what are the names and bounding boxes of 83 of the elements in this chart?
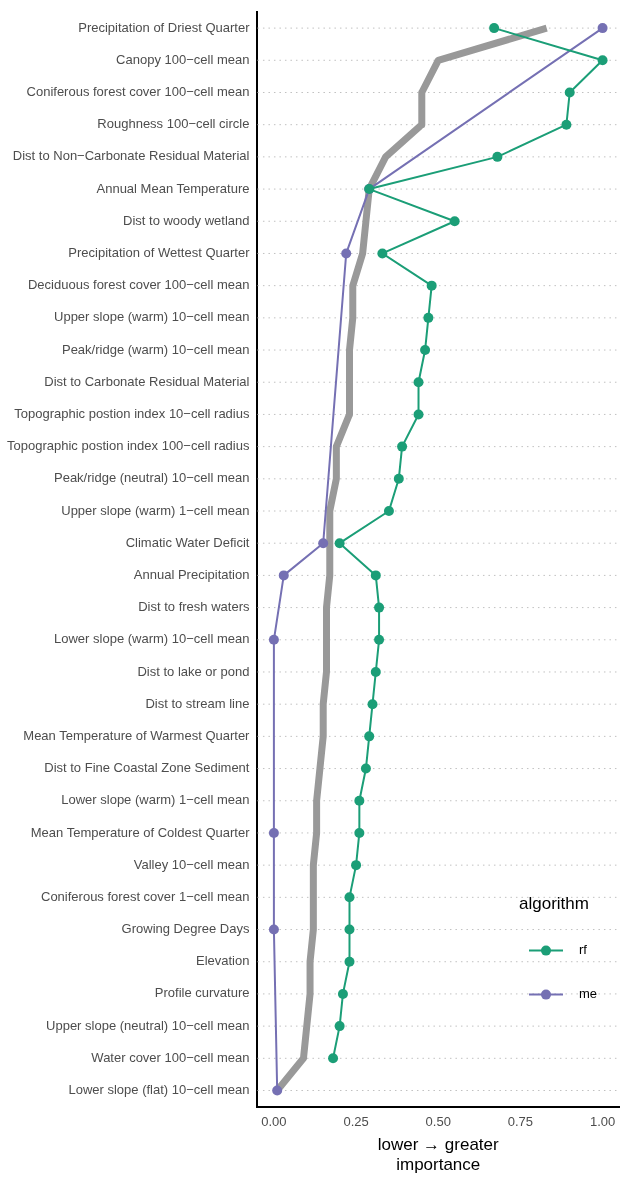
y-tick-label: Climatic Water Deficit	[125, 534, 250, 550]
point	[278, 570, 289, 581]
y-tick-label: Lower slope (warm) 10−cell mean	[54, 631, 250, 647]
point	[393, 473, 404, 484]
y-tick-label: Canopy 100−cell mean	[116, 51, 250, 67]
point	[597, 23, 608, 34]
y-tick-label: Topographic postion index 10−cell radius	[14, 406, 250, 421]
point	[423, 312, 434, 323]
legend-title: algorithm	[519, 894, 589, 914]
point	[370, 570, 381, 581]
y-tick-label: Dist to woody wetland	[123, 212, 250, 228]
point	[344, 956, 355, 967]
point	[334, 1021, 345, 1032]
y-tick-label: Roughness 100−cell circle	[97, 116, 250, 132]
x-tick-label: 0.00	[261, 1113, 287, 1129]
y-tick-label: Precipitation of Driest Quarter	[78, 19, 251, 35]
y-tick-label: Upper slope (warm) 10−cell mean	[54, 309, 250, 325]
point	[318, 538, 329, 549]
point	[360, 763, 371, 774]
point	[489, 23, 500, 34]
y-tick-label: Coniferous forest cover 1−cell mean	[41, 888, 250, 904]
point	[268, 924, 279, 935]
y-tick-label: Lower slope (warm) 1−cell mean	[61, 792, 250, 808]
y-tick-label: Lower slope (flat) 10−cell mean	[68, 1082, 250, 1098]
point	[344, 924, 355, 935]
y-tick-label: Deciduous forest cover 100−cell mean	[27, 277, 250, 293]
y-tick-label: Dist to Fine Coastal Zone Sediment	[44, 760, 250, 776]
point	[354, 827, 365, 838]
y-tick-label: Peak/ridge (warm) 10−cell mean	[61, 341, 250, 357]
y-tick-label: Dist to stream line	[145, 695, 250, 711]
point	[367, 699, 378, 710]
point	[370, 666, 381, 677]
point	[272, 1085, 283, 1096]
y-tick-label: Annual Precipitation	[133, 566, 250, 582]
y-tick-label: Upper slope (warm) 1−cell mean	[61, 502, 250, 518]
y-tick-label: Dist to lake or pond	[137, 663, 250, 679]
point	[268, 634, 279, 645]
y-tick-label: Valley 10−cell mean	[133, 856, 250, 872]
y-tick-label: Peak/ridge (neutral) 10−cell mean	[53, 470, 250, 486]
point	[374, 634, 385, 645]
point	[374, 602, 385, 613]
y-tick-label: Topographic postion index 100−cell radius	[7, 438, 250, 454]
point	[413, 409, 424, 420]
y-tick-label: Growing Degree Days	[121, 921, 250, 937]
y-tick-label: Precipitation of Wettest Quarter	[68, 245, 251, 261]
point	[328, 1053, 339, 1064]
point	[334, 538, 345, 549]
y-tick-label: Coniferous forest cover 100−cell mean	[26, 84, 250, 100]
y-tick-label: Elevation	[195, 953, 250, 969]
y-tick-label: Mean Temperature of Warmest Quarter	[23, 727, 251, 743]
x-tick-label: 0.75	[507, 1113, 534, 1129]
x-axis-title: lower → greater importance	[377, 1135, 500, 1175]
x-tick-label: 0.25	[343, 1113, 369, 1129]
point	[341, 248, 352, 259]
point	[344, 892, 355, 903]
legend-label: rf	[579, 942, 588, 958]
y-tick-label: Dist to fresh waters	[138, 599, 250, 615]
point	[364, 731, 375, 742]
point	[354, 795, 365, 806]
point	[420, 345, 431, 356]
point	[492, 151, 503, 162]
point	[449, 216, 460, 227]
point	[268, 827, 279, 838]
point	[561, 119, 572, 130]
y-tick-label: Mean Temperature of Coldest Quarter	[30, 824, 251, 840]
point	[564, 87, 575, 98]
point	[597, 55, 608, 66]
legend-label: me	[579, 986, 598, 1002]
y-tick-label: Dist to Non−Carbonate Residual Material	[12, 148, 250, 164]
point	[426, 280, 437, 291]
point	[413, 377, 424, 388]
y-tick-label: Dist to Carbonate Residual Material	[44, 373, 250, 389]
point	[397, 441, 408, 452]
point	[337, 988, 348, 999]
point	[383, 506, 394, 517]
y-tick-label: Annual Mean Temperature	[96, 180, 250, 196]
y-tick-label: Profile curvature	[154, 985, 250, 1001]
point	[377, 248, 388, 259]
x-tick-label: 1.00	[589, 1113, 616, 1129]
y-tick-label: Water cover 100−cell mean	[91, 1049, 250, 1065]
point	[351, 860, 362, 871]
y-tick-label: Upper slope (neutral) 10−cell mean	[46, 1017, 250, 1033]
x-tick-label: 0.50	[425, 1113, 451, 1129]
